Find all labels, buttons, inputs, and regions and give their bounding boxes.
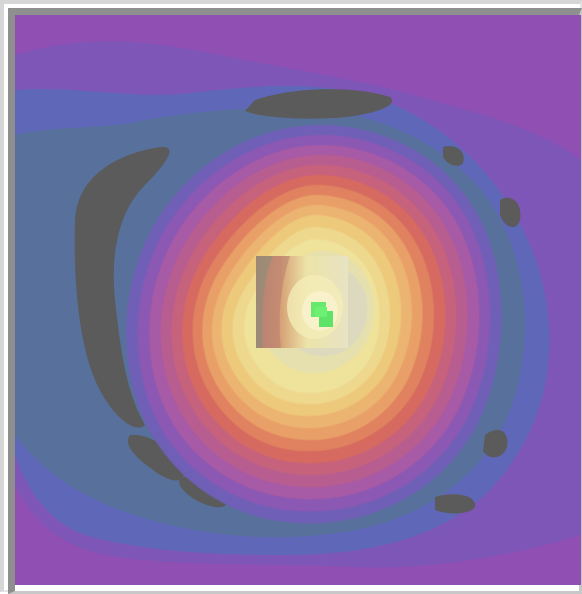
cursor-marker[interactable] — [311, 302, 333, 327]
image-viewport[interactable] — [15, 15, 581, 585]
selection-overlay[interactable] — [256, 256, 348, 348]
dark-ring-segments — [74, 89, 521, 514]
contour-image[interactable] — [15, 15, 581, 585]
